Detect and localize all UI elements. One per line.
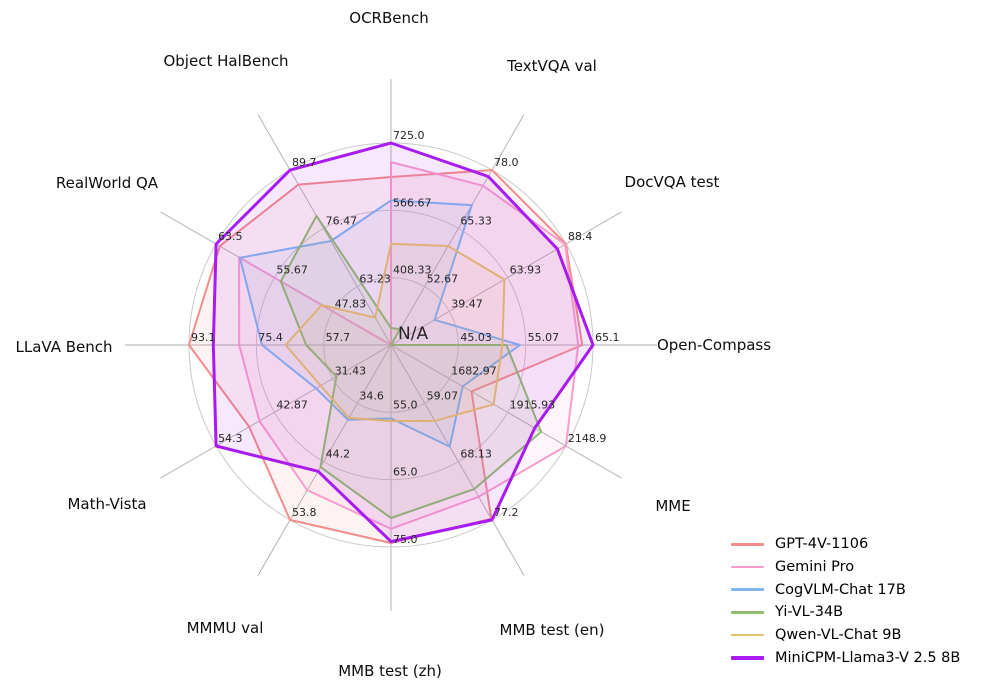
tick-label: 63.23	[359, 273, 391, 286]
axis-label-mmb-test-en: MMB test (en)	[499, 621, 605, 639]
tick-label: 566.67	[393, 196, 432, 209]
tick-label: 52.67	[427, 273, 459, 286]
tick-label: 31.43	[335, 365, 367, 378]
tick-label: 68.13	[460, 448, 492, 461]
tick-label: 1915.93	[510, 398, 556, 411]
legend-label: Yi-VL-34B	[775, 604, 844, 621]
legend-label: CogVLM-Chat 17B	[775, 581, 906, 598]
axis-label-docvqa-test: DocVQA test	[624, 173, 720, 191]
tick-label: 54.3	[218, 432, 243, 445]
tick-label: 63.93	[510, 264, 542, 277]
tick-label: 65.33	[460, 214, 492, 227]
legend-item-qwen-vl: Qwen-VL-Chat 9B	[731, 624, 960, 647]
tick-label: 59.07	[427, 389, 459, 402]
center-na-label: N/A	[398, 324, 428, 344]
tick-label: 1682.97	[451, 365, 497, 378]
axis-spoke	[390, 114, 525, 346]
tick-label: 75.0	[393, 533, 418, 546]
series-polygon-6	[211, 141, 595, 544]
tick-label: 44.2	[326, 448, 351, 461]
legend-label: MiniCPM-Llama3-V 2.5 8B	[775, 649, 961, 666]
series-polygon-3	[238, 199, 521, 448]
tick-label: 39.47	[451, 297, 483, 310]
tick-label: 88.4	[568, 230, 593, 243]
series-polygon-5	[284, 242, 506, 423]
axis-label-math-vista: Math-Vista	[67, 495, 147, 513]
tick-label: 55.67	[276, 264, 308, 277]
legend-label: GPT-4V-1106	[775, 536, 869, 553]
tick-label: 55.0	[393, 398, 418, 411]
tick-label: 77.2	[494, 506, 519, 519]
tick-label: 55.07	[528, 331, 560, 344]
legend-item-minicpm: MiniCPM-Llama3-V 2.5 8B	[731, 646, 960, 669]
tick-label: 47.83	[335, 297, 367, 310]
axis-label-open-compass: Open-Compass	[656, 336, 772, 354]
axis-label-ocrbench: OCRBench	[349, 9, 429, 27]
axis-spoke	[160, 344, 392, 479]
tick-label: 75.4	[258, 331, 283, 344]
legend-line-swatch	[731, 611, 764, 614]
tick-label: 34.6	[359, 389, 384, 402]
legend-line-swatch	[731, 588, 764, 591]
tick-label: 45.03	[460, 331, 492, 344]
tick-label: 725.0	[393, 129, 425, 142]
tick-label: 53.8	[292, 506, 317, 519]
legend-line-swatch	[731, 565, 764, 569]
tick-label: 89.7	[292, 156, 317, 169]
tick-label: 63.5	[218, 230, 243, 243]
axis-label-object-halbench: Object HalBench	[163, 52, 289, 70]
axis-spoke	[390, 344, 525, 576]
legend-line-swatch	[731, 656, 764, 660]
legend-item-gemini-pro: Gemini Pro	[731, 556, 960, 579]
legend-item-gpt4v: GPT-4V-1106	[731, 533, 960, 556]
axis-label-mmb-test-zh: MMB test (zh)	[338, 662, 442, 680]
legend-line-swatch	[731, 633, 764, 637]
axis-spoke	[257, 344, 392, 576]
tick-label: 78.0	[494, 156, 519, 169]
legend-label: Gemini Pro	[775, 559, 855, 576]
series-polygon-4	[279, 214, 543, 519]
tick-label: 42.87	[276, 398, 308, 411]
axis-label-mme: MME	[655, 497, 691, 515]
axis-spoke	[390, 344, 622, 479]
axis-label-llava-bench: LLaVA Bench	[15, 338, 113, 356]
tick-label: 65.1	[595, 331, 620, 344]
tick-label: 65.0	[393, 466, 418, 479]
axis-spoke	[257, 114, 392, 346]
tick-label: 408.33	[393, 264, 432, 277]
axis-spoke	[390, 211, 622, 346]
legend-item-cogvlm: CogVLM-Chat 17B	[731, 578, 960, 601]
tick-label: 57.7	[326, 331, 351, 344]
axis-label-mmmu-val: MMMU val	[186, 619, 264, 637]
legend-line-swatch	[731, 543, 764, 546]
axis-label-realworld-qa: RealWorld QA	[55, 174, 159, 192]
axis-label-textvqa-val: TextVQA val	[507, 57, 597, 75]
legend-label: Qwen-VL-Chat 9B	[775, 627, 902, 644]
legend: GPT-4V-1106 Gemini Pro CogVLM-Chat 17B Y…	[731, 533, 960, 669]
legend-item-yi-vl: Yi-VL-34B	[731, 601, 960, 624]
tick-label: 2148.9	[568, 432, 607, 445]
tick-label: 76.47	[326, 214, 358, 227]
tick-label: 93.1	[191, 331, 216, 344]
